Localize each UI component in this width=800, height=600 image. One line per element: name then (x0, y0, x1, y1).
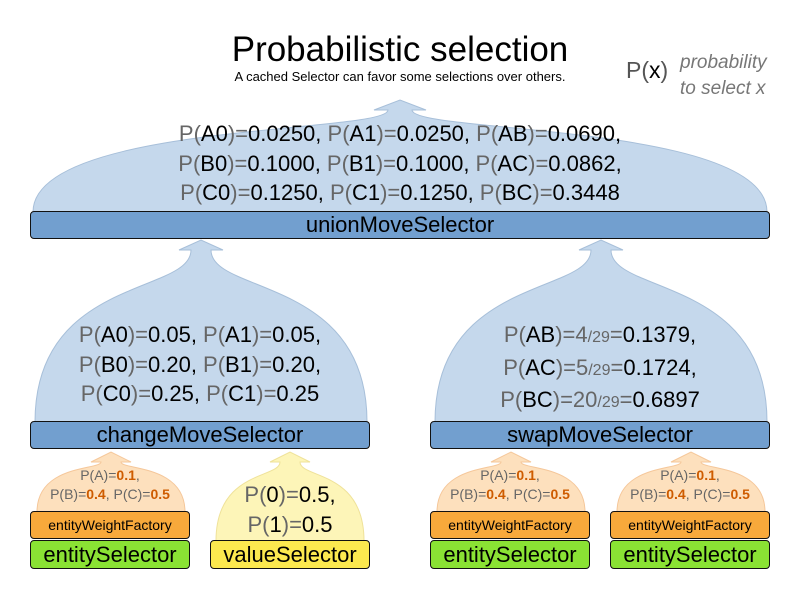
selection-arrow (436, 451, 586, 513)
probability-line: P(B)=0.4, P(C)=0.5 (630, 486, 750, 502)
page-subtitle: A cached Selector can favor some selecti… (234, 69, 566, 84)
probability-line: P(A)=0.1, (480, 467, 540, 483)
legend-desc-line: to select x (680, 78, 766, 99)
probability-line: P(C0)=0.1250, P(C1)=0.1250, P(BC)=0.3448 (180, 180, 620, 205)
union-probabilities: P(A0)=0.0250, P(A1)=0.0250, P(AB)=0.0690… (30, 119, 770, 208)
entity-weight-factory[interactable]: entityWeightFactory (30, 511, 190, 539)
selection-arrow (32, 99, 768, 213)
legend-symbol: P(x) (626, 57, 668, 84)
change-probabilities: P(A0)=0.05, P(A1)=0.05, P(B0)=0.20, P(B1… (30, 320, 370, 409)
probability-line: P(B0)=0.20, P(B1)=0.20, (78, 351, 322, 377)
selection-arrow (434, 239, 768, 423)
probability-line: P(BC)=20/29=0.6897 (500, 387, 700, 412)
probability-line: P(A0)=0.0250, P(A1)=0.0250, P(AB)=0.0690… (178, 121, 622, 146)
weight-probabilities: P(A)=0.1, P(B)=0.4, P(C)=0.5 (610, 466, 770, 504)
weight-probabilities: P(A)=0.1, P(B)=0.4, P(C)=0.5 (430, 466, 590, 504)
entity-selector[interactable]: entitySelector (430, 540, 590, 569)
swap-move-selector[interactable]: swapMoveSelector (430, 421, 770, 449)
legend-desc-line: probability (680, 52, 767, 73)
selection-arrow (36, 451, 186, 513)
probability-line: P(B)=0.4, P(C)=0.5 (450, 486, 570, 502)
entity-weight-factory[interactable]: entityWeightFactory (610, 511, 770, 539)
probability-line: P(AC)=5/29=0.1724, (503, 354, 697, 380)
probability-line: P(A0)=0.05, P(A1)=0.05, (78, 322, 322, 347)
probability-line: P(0)=0.5, (244, 482, 336, 507)
page-title: Probabilistic selection (231, 30, 569, 69)
selection-arrow (34, 239, 368, 423)
selection-arrow (215, 451, 365, 542)
swap-probabilities: P(AB)=4/29=0.1379, P(AC)=5/29=0.1724, P(… (430, 320, 770, 418)
entity-selector[interactable]: entitySelector (30, 540, 190, 569)
probability-line: P(A)=0.1, (660, 467, 720, 483)
union-move-selector[interactable]: unionMoveSelector (30, 211, 770, 239)
legend-description: probability to select x (680, 50, 767, 102)
legend-x: x (649, 57, 661, 83)
value-selector[interactable]: valueSelector (210, 540, 370, 569)
probability-line: P(AB)=4/29=0.1379, (503, 322, 697, 347)
probability-line: P(B0)=0.1000, P(B1)=0.1000, P(AC)=0.0862… (178, 150, 622, 176)
probability-line: P(C0)=0.25, P(C1)=0.25 (80, 381, 320, 406)
weight-probabilities: P(A)=0.1, P(B)=0.4, P(C)=0.5 (30, 466, 190, 504)
legend-close: ) (660, 57, 669, 83)
selection-arrow (616, 451, 766, 513)
value-probabilities: P(0)=0.5, P(1)=0.5 (210, 480, 370, 539)
probability-line: P(A)=0.1, (80, 467, 140, 483)
entity-selector[interactable]: entitySelector (610, 540, 770, 569)
entity-weight-factory[interactable]: entityWeightFactory (430, 511, 590, 539)
probability-line: P(B)=0.4, P(C)=0.5 (50, 486, 170, 502)
probability-line: P(1)=0.5 (247, 511, 333, 537)
legend-p: P( (626, 57, 649, 83)
change-move-selector[interactable]: changeMoveSelector (30, 421, 370, 449)
